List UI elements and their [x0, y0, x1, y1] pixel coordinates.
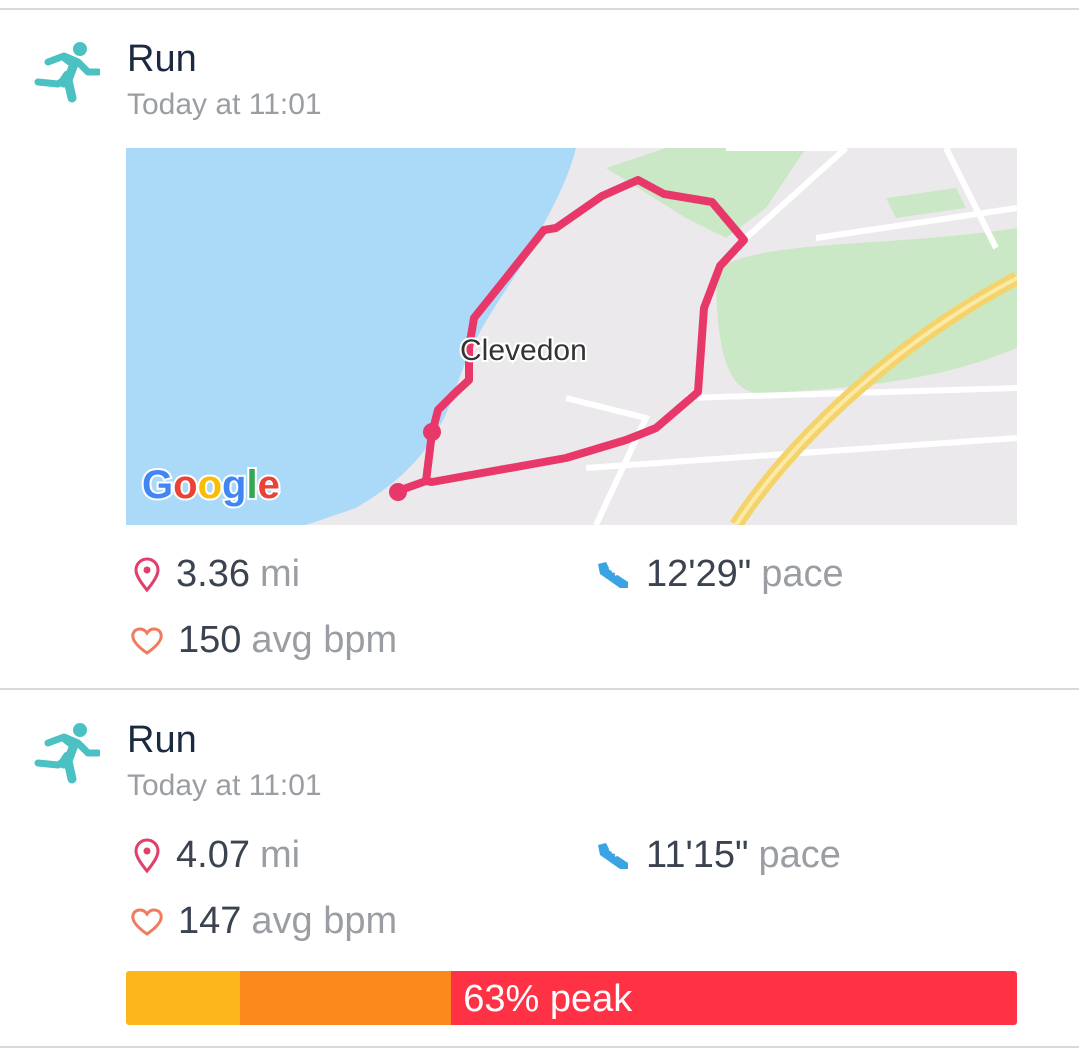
location-pin-icon: [132, 838, 162, 874]
heart-rate-stat: 150 avg bpm: [130, 619, 397, 662]
pace-stat: 12'29" pace: [594, 553, 844, 596]
zone-peak: 63% peak: [451, 971, 1017, 1025]
shoe-icon: [594, 560, 632, 590]
svg-text:Google: Google: [142, 463, 280, 507]
activity-time: Today at 11:01: [127, 769, 322, 802]
heart-rate-zones-bar: 63% peak: [126, 971, 1017, 1025]
location-pin-icon: [132, 557, 162, 593]
pace-stat: 11'15" pace: [594, 834, 841, 877]
top-divider: [0, 8, 1079, 10]
distance-stat: 4.07 mi: [132, 834, 300, 877]
activity-title: Run: [127, 719, 197, 761]
route-start-marker: [389, 483, 407, 501]
distance-stat: 3.36 mi: [132, 553, 300, 596]
peak-label: 63% peak: [463, 978, 633, 1020]
bottom-divider: [0, 1046, 1079, 1048]
google-logo: Google: [140, 461, 282, 509]
zone-fat-burn: [126, 971, 241, 1025]
activity-time: Today at 11:01: [127, 88, 322, 121]
card-divider: [0, 688, 1079, 690]
activity-title: Run: [127, 38, 197, 80]
route-map[interactable]: Clevedon Google: [126, 148, 1017, 525]
running-icon: [28, 717, 100, 789]
heart-icon: [130, 907, 164, 937]
heart-rate-stat: 147 avg bpm: [130, 900, 397, 943]
running-icon: [28, 36, 100, 108]
heart-icon: [130, 626, 164, 656]
map-place-label: Clevedon: [460, 334, 587, 367]
zone-cardio: [240, 971, 452, 1025]
shoe-icon: [594, 841, 632, 871]
route-end-marker: [423, 423, 441, 441]
route-line: [394, 176, 748, 495]
